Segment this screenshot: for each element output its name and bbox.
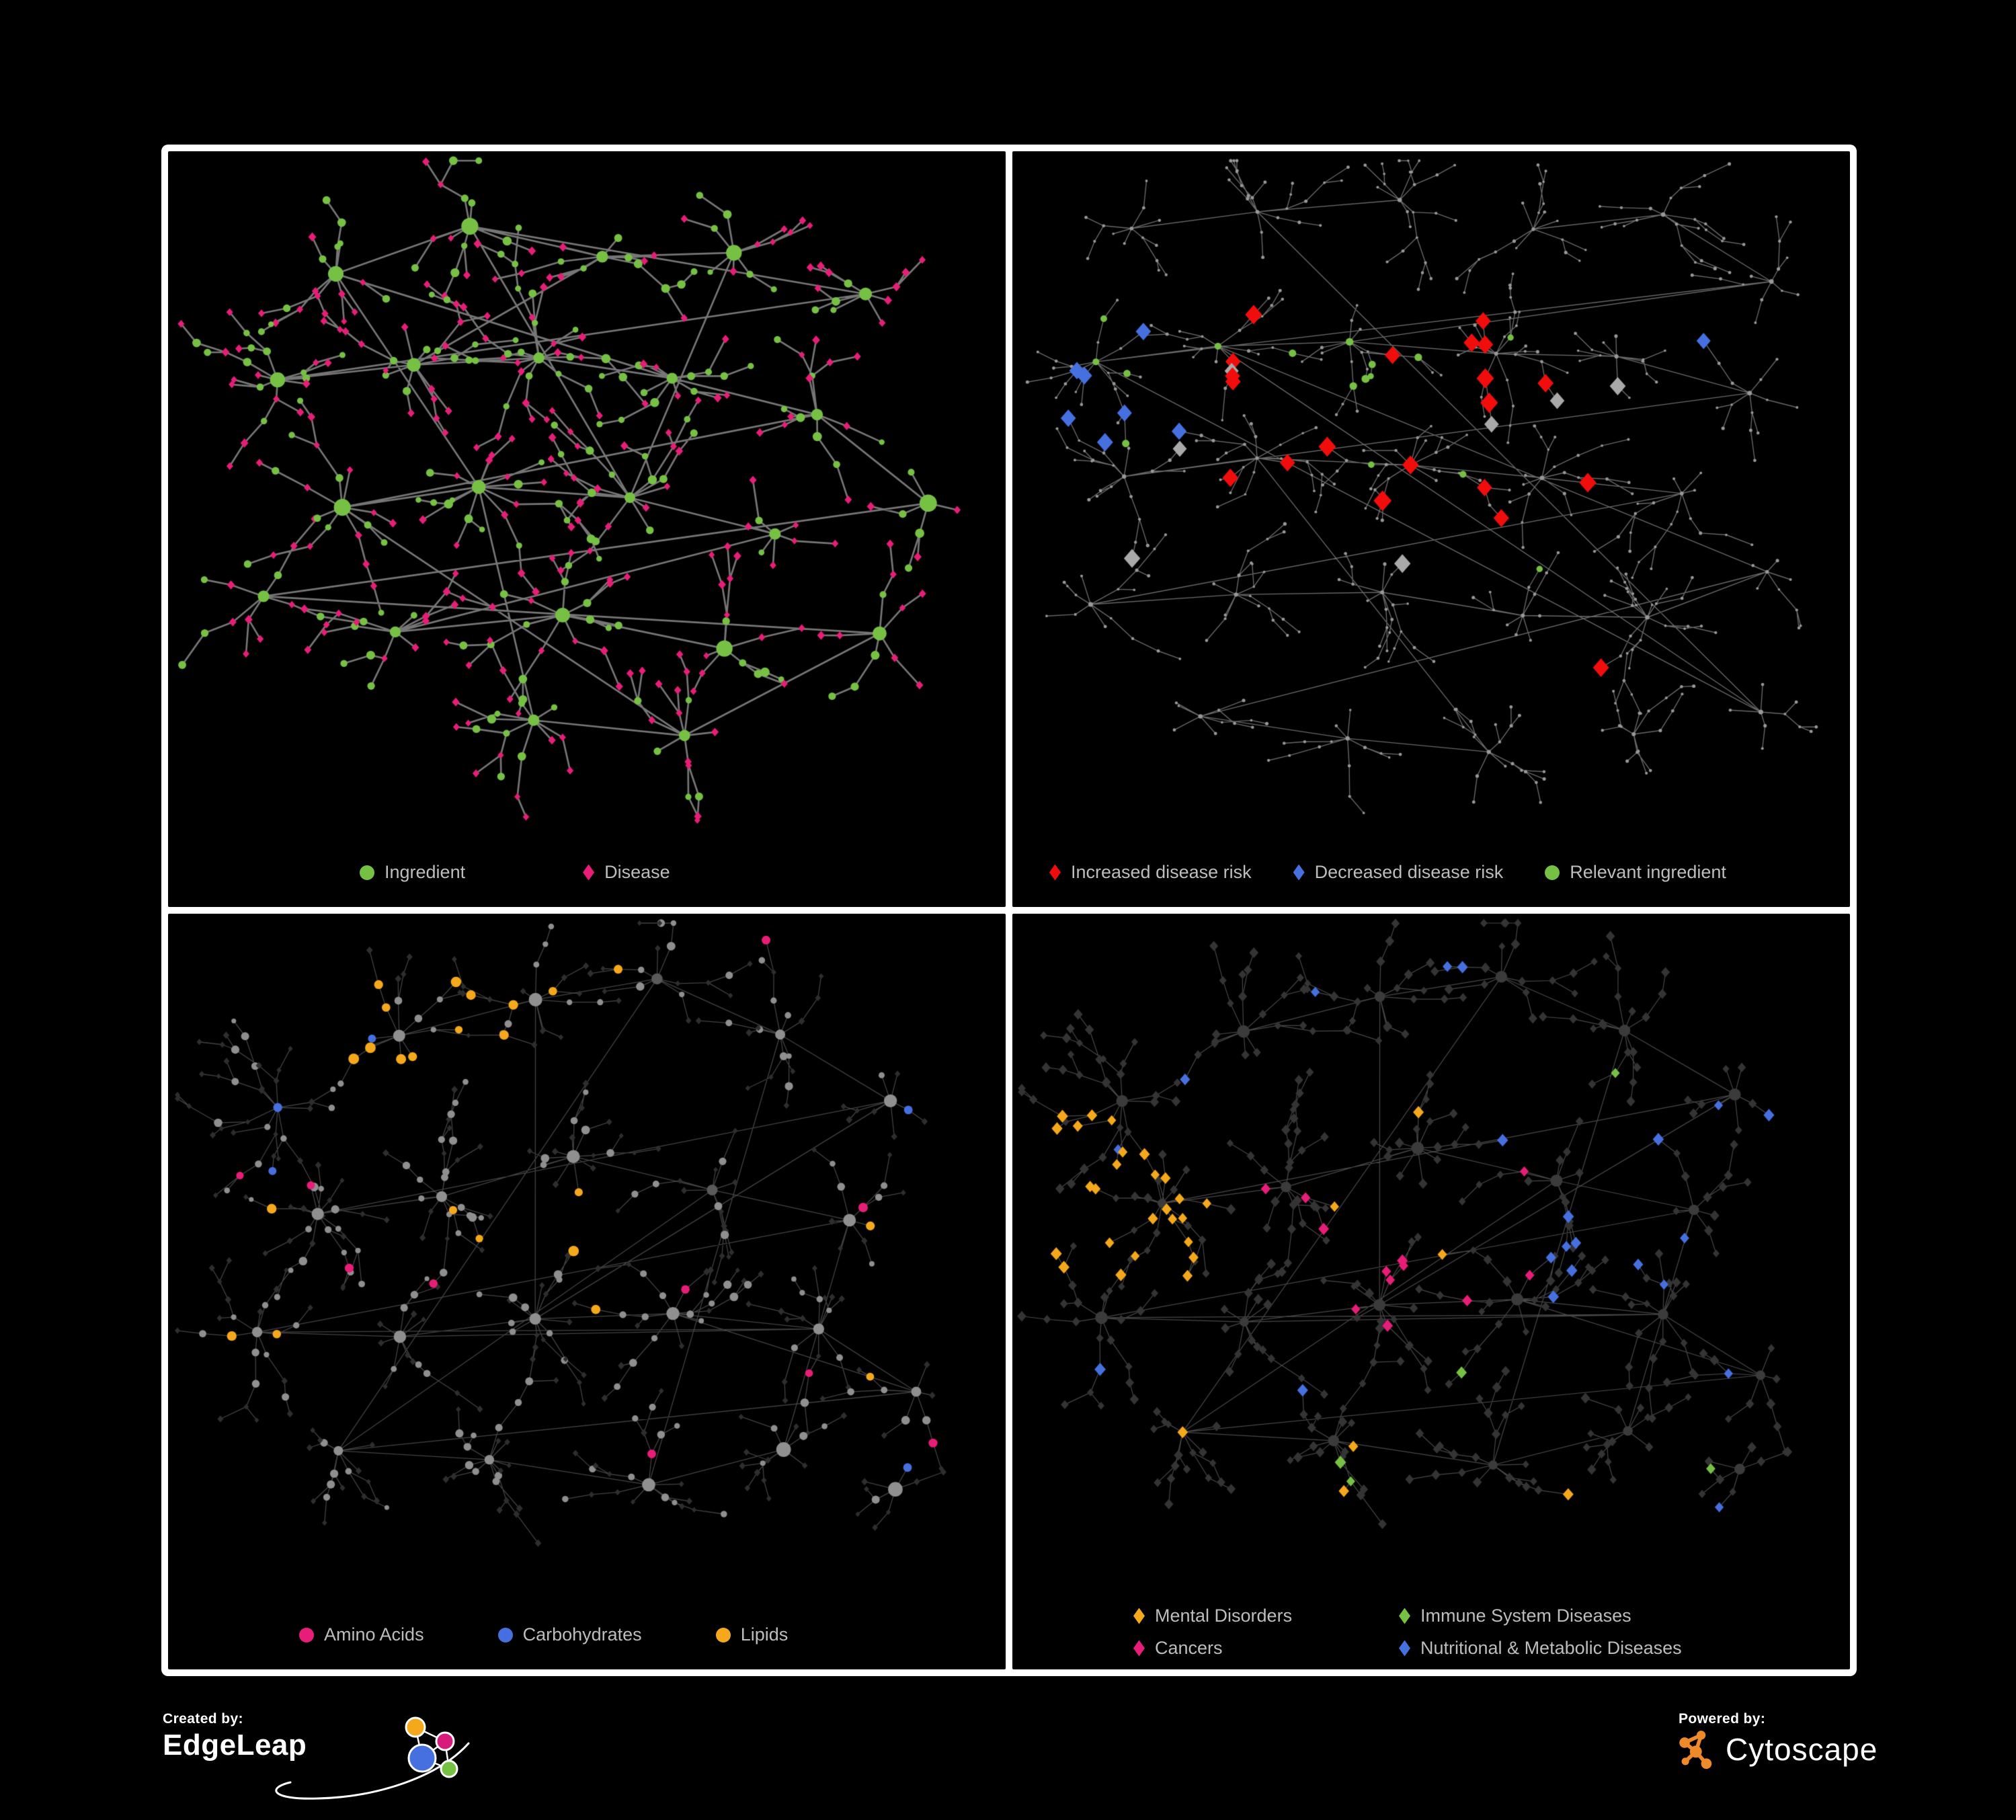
legend-label: Decreased disease risk <box>1314 862 1504 882</box>
legend-item-lipids: Lipids <box>715 1624 789 1645</box>
legend-item-relevant-ingredient: Relevant ingredient <box>1545 862 1726 883</box>
relevant-ingredient-circle-marker-icon <box>1545 865 1560 880</box>
decreased-disease-risk-diamond-marker-icon <box>1293 864 1305 881</box>
legend-item-mental-disorders: Mental Disorders <box>1133 1606 1399 1626</box>
lipids-circle-marker-icon <box>715 1627 731 1643</box>
legend-label: Ingredient <box>385 862 466 882</box>
legend-ingredients-diseases: Ingredient Disease <box>168 862 670 883</box>
disease-diamond-marker-icon <box>583 864 595 881</box>
network-canvas-ingredients-diseases <box>168 151 1006 907</box>
legend-label: Immune System Diseases <box>1420 1606 1631 1626</box>
legend-label: Relevant ingredient <box>1570 862 1726 882</box>
legend-row: Ingredient Disease <box>360 862 670 883</box>
legend-label: Increased disease risk <box>1071 862 1252 882</box>
panel-nutrient-classes: Amino Acids Carbohydrates Lipids <box>168 914 1006 1669</box>
panel-grid: Ingredient Disease Increased disease risk… <box>161 145 1857 1676</box>
legend-item-cancers: Cancers <box>1133 1638 1399 1659</box>
legend-item-amino-acids: Amino Acids <box>299 1624 424 1645</box>
panel-disease-risk: Increased disease risk Decreased disease … <box>1012 151 1850 907</box>
legend-disease-risk: Increased disease risk Decreased disease … <box>1012 862 1726 883</box>
increased-disease-risk-diamond-marker-icon <box>1049 864 1061 881</box>
edgeleap-branding: Created by: EdgeLeap <box>163 1711 539 1812</box>
legend-row: Mental Disorders Immune System Diseases <box>1133 1606 1682 1626</box>
network-canvas-disease-risk <box>1012 151 1850 907</box>
legend-item-increased-disease-risk: Increased disease risk <box>1049 862 1252 883</box>
panel-disease-categories: Mental Disorders Immune System Diseases Ca… <box>1012 914 1850 1669</box>
edgeleap-logo-icon <box>275 1716 470 1800</box>
legend-label: Disease <box>604 862 670 882</box>
legend-label: Amino Acids <box>324 1624 424 1645</box>
cytoscape-name: Cytoscape <box>1726 1732 1878 1767</box>
cytoscape-branding: Powered by: Cytoscape <box>1679 1711 1880 1769</box>
legend-label: Cancers <box>1155 1638 1223 1658</box>
amino-acids-circle-marker-icon <box>299 1627 314 1643</box>
legend-item-nutritional-metabolic-diseases: Nutritional & Metabolic Diseases <box>1399 1638 1682 1659</box>
legend-label: Nutritional & Metabolic Diseases <box>1420 1638 1682 1658</box>
legend-item-disease: Disease <box>583 862 670 883</box>
legend-item-ingredient: Ingredient <box>360 862 465 883</box>
legend-row: Amino Acids Carbohydrates Lipids <box>299 1624 788 1645</box>
legend-item-decreased-disease-risk: Decreased disease risk <box>1293 862 1504 883</box>
powered-by-label: Powered by: <box>1679 1711 1766 1727</box>
ingredient-circle-marker-icon <box>360 865 374 880</box>
mental-disorders-diamond-marker-icon <box>1133 1608 1145 1624</box>
legend-item-immune-system-diseases: Immune System Diseases <box>1399 1606 1631 1626</box>
immune-system-diseases-diamond-marker-icon <box>1399 1608 1410 1624</box>
legend-nutrient-classes: Amino Acids Carbohydrates Lipids <box>168 1624 788 1645</box>
legend-disease-categories: Mental Disorders Immune System Diseases Ca… <box>1012 1606 1682 1659</box>
carbohydrates-circle-marker-icon <box>497 1627 513 1643</box>
network-canvas-disease-categories <box>1012 914 1850 1669</box>
legend-row: Increased disease risk Decreased disease … <box>1049 862 1726 883</box>
nutritional-metabolic-diseases-diamond-marker-icon <box>1399 1640 1410 1657</box>
cancers-diamond-marker-icon <box>1133 1640 1145 1657</box>
edgeleap-name: EdgeLeap <box>163 1729 307 1762</box>
legend-label: Lipids <box>740 1624 789 1645</box>
legend-item-carbohydrates: Carbohydrates <box>497 1624 642 1645</box>
legend-row: Cancers Nutritional & Metabolic Diseases <box>1133 1638 1682 1659</box>
cytoscape-logo-icon <box>1679 1731 1712 1769</box>
legend-label: Carbohydrates <box>522 1624 642 1645</box>
created-by-label: Created by: <box>163 1711 243 1727</box>
network-canvas-nutrient-classes <box>168 914 1006 1669</box>
legend-label: Mental Disorders <box>1155 1606 1293 1626</box>
panel-ingredients-diseases: Ingredient Disease <box>168 151 1006 907</box>
